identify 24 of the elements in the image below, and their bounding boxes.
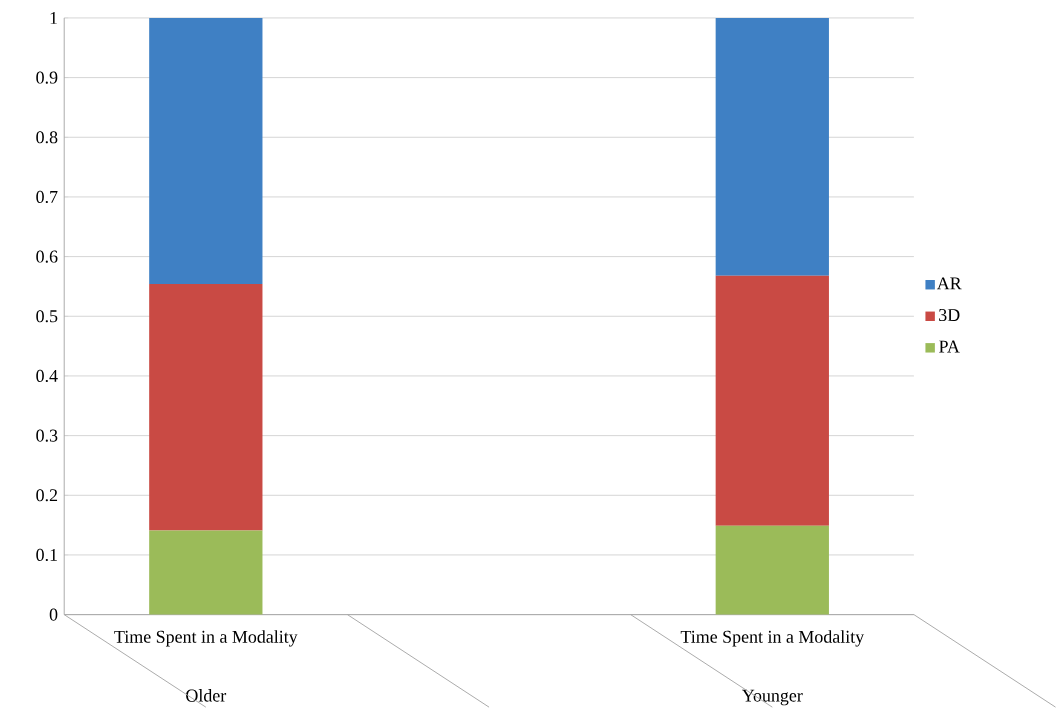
y-tick-label: 0.7	[36, 190, 58, 203]
legend-label: PA	[939, 340, 960, 353]
y-tick-label: 0.2	[36, 489, 58, 502]
legend-label: 3D	[939, 308, 960, 321]
y-tick-label: 0.1	[36, 548, 57, 561]
x-tick-label: Time Spent in a Modality	[114, 630, 298, 647]
x-tick-label: Time Spent in a Modality	[680, 630, 865, 647]
text: Younger	[742, 689, 803, 706]
text: Older	[186, 688, 227, 702]
bar	[715, 17, 829, 276]
y-tick-label: 0	[49, 608, 58, 621]
y-tick-label: 0.8	[36, 131, 58, 144]
y-tick-label: 1	[50, 11, 57, 24]
bar	[715, 275, 829, 526]
legend-label: AR	[936, 277, 962, 290]
bar	[149, 530, 263, 615]
bar	[149, 17, 263, 284]
bar	[715, 525, 829, 615]
y-tick-label: 0.4	[36, 369, 58, 382]
bar	[149, 283, 263, 531]
y-tick-label: 0.9	[36, 71, 58, 84]
y-tick-label: 0.6	[36, 250, 58, 263]
y-tick-label: 0.3	[36, 429, 58, 442]
y-tick-label: 0.5	[36, 310, 58, 323]
